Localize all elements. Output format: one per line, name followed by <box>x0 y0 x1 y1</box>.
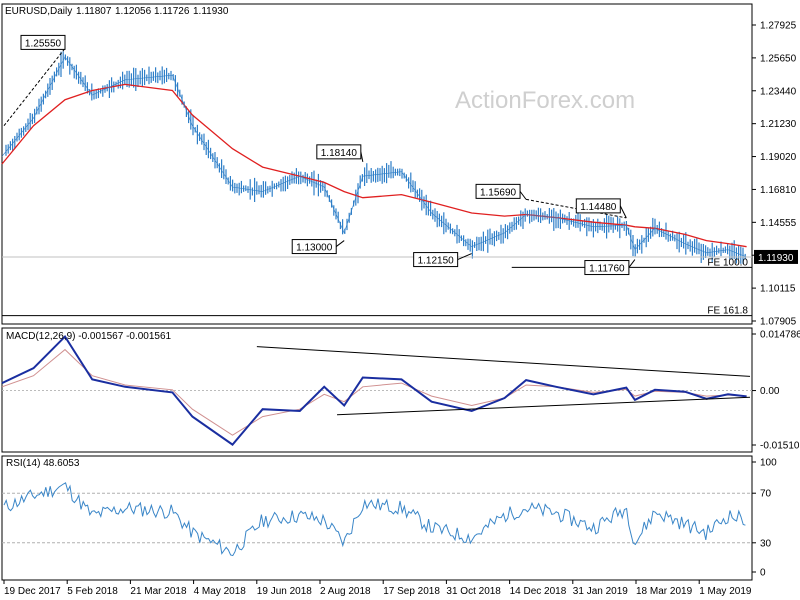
annotation-label: 1.13000 <box>296 243 333 254</box>
annotation-label: 1.12150 <box>418 256 455 267</box>
rsi-panel-frame <box>1 455 753 581</box>
current-price-box <box>754 249 798 264</box>
annotation-box <box>413 252 459 268</box>
annotation-box <box>291 239 337 255</box>
rsi-tick-label: 70 <box>760 489 772 500</box>
annotation-box <box>584 260 630 276</box>
macd-tick-label: 0.00 <box>760 386 780 397</box>
current-price-label: 1.11930 <box>758 253 794 264</box>
x-tick-label: 14 Dec 2018 <box>510 586 567 597</box>
dashed-trendline <box>3 48 66 127</box>
rsi-line <box>3 482 746 557</box>
price-tick-label: 1.07905 <box>760 317 797 328</box>
price-tick-label: 1.25650 <box>760 53 797 64</box>
annotation-leader <box>335 240 345 247</box>
moving-average-line <box>1 83 747 248</box>
x-tick-label: 21 Mar 2018 <box>130 586 187 597</box>
annotation-label: 1.11760 <box>589 264 625 275</box>
x-tick-label: 1 May 2019 <box>699 586 752 597</box>
rsi-tick-label: 100 <box>760 458 777 469</box>
macd-tick-label: -0.015107 <box>760 441 800 452</box>
annotation-leader <box>628 259 636 268</box>
fe-level-label: FE 161.8 <box>707 306 748 317</box>
annotation-label: 1.15690 <box>480 187 517 198</box>
x-tick-label: 18 Mar 2019 <box>636 586 693 597</box>
annotation-box <box>475 183 521 199</box>
annotation-box <box>575 198 621 214</box>
x-tick-label: 4 May 2018 <box>194 586 247 597</box>
macd-panel-frame <box>1 327 753 453</box>
macd-tick-label: 0.014786 <box>760 330 800 341</box>
annotation-label: 1.25550 <box>25 38 62 49</box>
x-tick-label: 31 Jan 2019 <box>573 586 628 597</box>
annotation-box <box>20 34 66 50</box>
macd-trendline-lower <box>337 396 751 416</box>
price-tick-label: 1.16810 <box>760 185 797 196</box>
annotation-leader <box>457 253 472 261</box>
price-tick-label: 1.10115 <box>760 284 796 295</box>
macd-trendline-upper <box>256 346 751 377</box>
price-tick-label: 1.27925 <box>760 21 797 32</box>
x-tick-label: 5 Feb 2018 <box>67 586 118 597</box>
x-tick-label: 2 Aug 2018 <box>320 586 371 597</box>
price-panel-frame <box>1 3 753 325</box>
x-tick-label: 17 Sep 2018 <box>383 586 440 597</box>
macd-line <box>1 335 747 446</box>
x-tick-label: 31 Oct 2018 <box>446 586 501 597</box>
price-tick-label: 1.21230 <box>760 119 797 130</box>
price-series-line <box>1 56 747 258</box>
annotation-label: 1.18140 <box>321 148 358 159</box>
annotation-label: 1.14480 <box>580 202 617 213</box>
rsi-tick-label: 30 <box>760 538 772 549</box>
fe-level-label: FE 100.0 <box>707 257 748 268</box>
annotation-leader <box>519 191 527 200</box>
price-tick-label: 1.23440 <box>760 86 797 97</box>
x-tick-label: 19 Jun 2018 <box>257 586 312 597</box>
annotation-leader <box>619 205 627 219</box>
x-tick-label: 19 Dec 2017 <box>4 586 61 597</box>
rsi-tick-label: 0 <box>760 568 766 579</box>
annotation-box <box>316 144 362 160</box>
price-tick-label: 1.19020 <box>760 152 797 163</box>
price-tick-label: 1.14555 <box>760 218 797 229</box>
